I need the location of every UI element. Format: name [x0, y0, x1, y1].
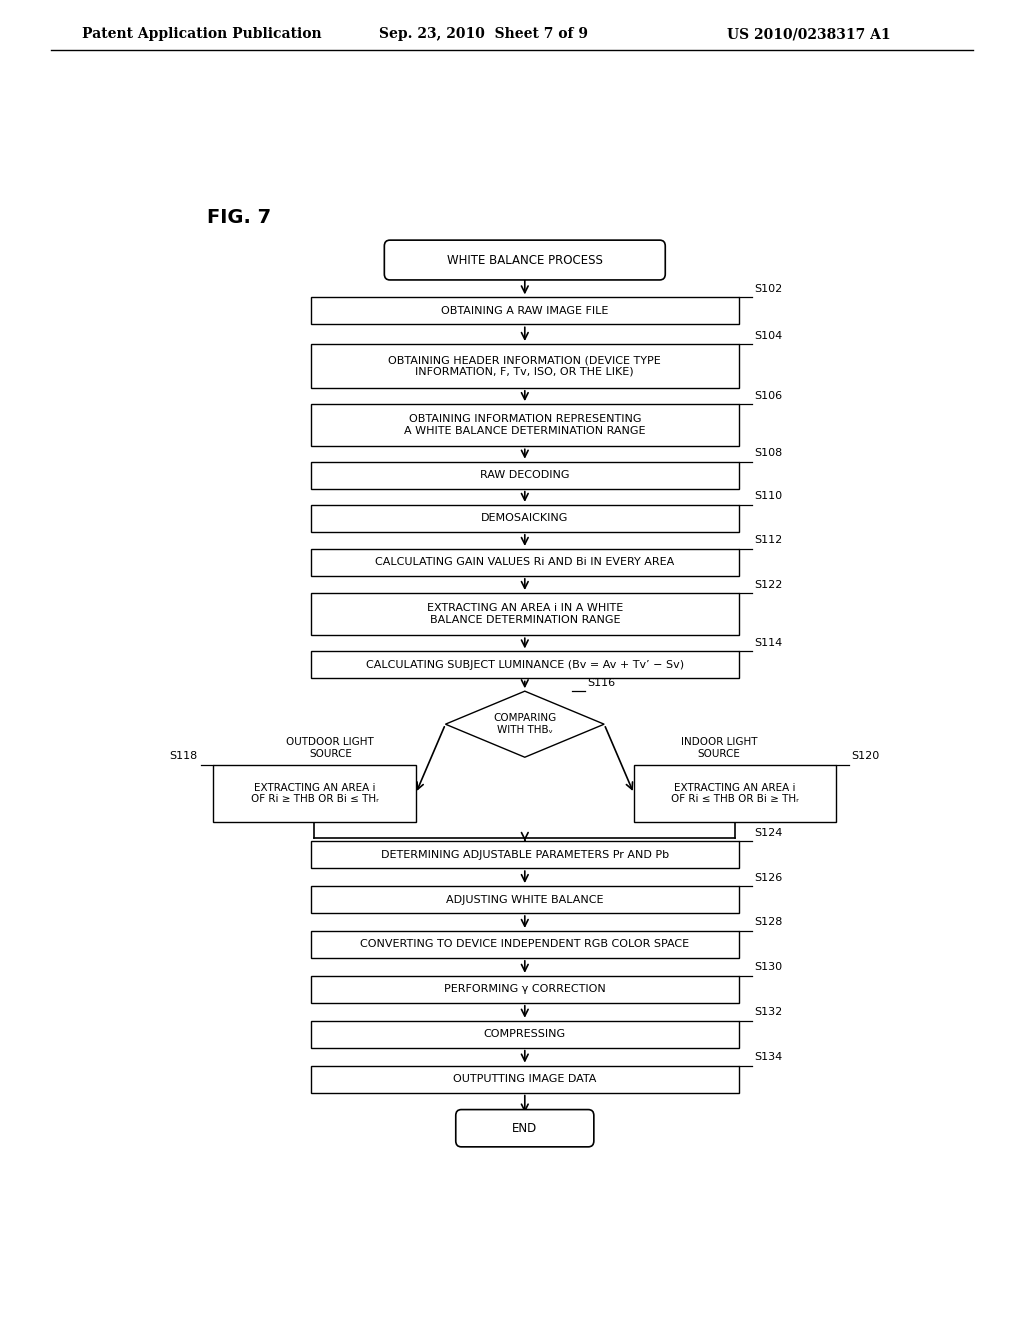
Text: Patent Application Publication: Patent Application Publication	[82, 28, 322, 41]
Text: S104: S104	[754, 330, 782, 341]
Text: S116: S116	[588, 677, 615, 688]
Text: S130: S130	[754, 962, 782, 973]
FancyBboxPatch shape	[310, 404, 739, 446]
FancyBboxPatch shape	[310, 504, 739, 532]
FancyBboxPatch shape	[310, 841, 739, 869]
Text: CALCULATING SUBJECT LUMINANCE (Bv = Av + Tv’ − Sv): CALCULATING SUBJECT LUMINANCE (Bv = Av +…	[366, 660, 684, 671]
FancyBboxPatch shape	[384, 240, 666, 280]
FancyBboxPatch shape	[310, 931, 739, 958]
Text: S126: S126	[754, 873, 782, 883]
Text: Sep. 23, 2010  Sheet 7 of 9: Sep. 23, 2010 Sheet 7 of 9	[379, 28, 588, 41]
FancyBboxPatch shape	[310, 651, 739, 678]
Text: S132: S132	[754, 1007, 782, 1018]
Text: S114: S114	[754, 638, 782, 648]
FancyBboxPatch shape	[310, 593, 739, 635]
Text: S124: S124	[754, 828, 782, 838]
Text: FIG. 7: FIG. 7	[207, 209, 271, 227]
Text: OBTAINING HEADER INFORMATION (DEVICE TYPE
INFORMATION, F, Tv, ISO, OR THE LIKE): OBTAINING HEADER INFORMATION (DEVICE TYP…	[388, 355, 662, 376]
Text: EXTRACTING AN AREA i IN A WHITE
BALANCE DETERMINATION RANGE: EXTRACTING AN AREA i IN A WHITE BALANCE …	[427, 603, 623, 624]
FancyBboxPatch shape	[310, 975, 739, 1003]
FancyBboxPatch shape	[456, 1110, 594, 1147]
FancyBboxPatch shape	[310, 1065, 739, 1093]
Text: S102: S102	[754, 284, 782, 294]
Text: RAW DECODING: RAW DECODING	[480, 470, 569, 480]
Text: S128: S128	[754, 917, 782, 928]
Text: OBTAINING INFORMATION REPRESENTING
A WHITE BALANCE DETERMINATION RANGE: OBTAINING INFORMATION REPRESENTING A WHI…	[404, 414, 645, 436]
Text: CALCULATING GAIN VALUES Ri AND Bi IN EVERY AREA: CALCULATING GAIN VALUES Ri AND Bi IN EVE…	[375, 557, 675, 568]
Text: S112: S112	[754, 536, 782, 545]
Text: S120: S120	[851, 751, 880, 762]
FancyBboxPatch shape	[310, 345, 739, 388]
Text: WHITE BALANCE PROCESS: WHITE BALANCE PROCESS	[446, 253, 603, 267]
Text: COMPRESSING: COMPRESSING	[483, 1030, 566, 1039]
Text: EXTRACTING AN AREA i
OF Ri ≥ THB OR Bi ≤ THᵣ: EXTRACTING AN AREA i OF Ri ≥ THB OR Bi ≤…	[251, 783, 379, 804]
Text: OUTPUTTING IMAGE DATA: OUTPUTTING IMAGE DATA	[453, 1074, 597, 1084]
FancyBboxPatch shape	[310, 886, 739, 913]
Text: EXTRACTING AN AREA i
OF Ri ≤ THB OR Bi ≥ THᵣ: EXTRACTING AN AREA i OF Ri ≤ THB OR Bi ≥…	[671, 783, 799, 804]
Text: OBTAINING A RAW IMAGE FILE: OBTAINING A RAW IMAGE FILE	[441, 306, 608, 315]
Text: S118: S118	[170, 751, 198, 762]
Text: OUTDOOR LIGHT
SOURCE: OUTDOOR LIGHT SOURCE	[287, 737, 374, 759]
Text: S106: S106	[754, 391, 782, 401]
Text: S110: S110	[754, 491, 782, 502]
FancyBboxPatch shape	[310, 549, 739, 576]
Text: US 2010/0238317 A1: US 2010/0238317 A1	[727, 28, 891, 41]
FancyBboxPatch shape	[310, 1020, 739, 1048]
Text: DETERMINING ADJUSTABLE PARAMETERS Pr AND Pb: DETERMINING ADJUSTABLE PARAMETERS Pr AND…	[381, 850, 669, 859]
Polygon shape	[445, 692, 604, 758]
FancyBboxPatch shape	[634, 764, 837, 822]
Text: PERFORMING γ CORRECTION: PERFORMING γ CORRECTION	[444, 985, 605, 994]
Text: DEMOSAICKING: DEMOSAICKING	[481, 513, 568, 523]
FancyBboxPatch shape	[213, 764, 416, 822]
Text: S134: S134	[754, 1052, 782, 1063]
Text: S122: S122	[754, 579, 782, 590]
FancyBboxPatch shape	[310, 462, 739, 488]
Text: CONVERTING TO DEVICE INDEPENDENT RGB COLOR SPACE: CONVERTING TO DEVICE INDEPENDENT RGB COL…	[360, 940, 689, 949]
Text: ADJUSTING WHITE BALANCE: ADJUSTING WHITE BALANCE	[446, 895, 603, 904]
Text: COMPARING
WITH THBᵥ: COMPARING WITH THBᵥ	[494, 713, 556, 735]
Text: END: END	[512, 1122, 538, 1135]
Text: INDOOR LIGHT
SOURCE: INDOOR LIGHT SOURCE	[681, 737, 758, 759]
Text: S108: S108	[754, 449, 782, 458]
FancyBboxPatch shape	[310, 297, 739, 325]
